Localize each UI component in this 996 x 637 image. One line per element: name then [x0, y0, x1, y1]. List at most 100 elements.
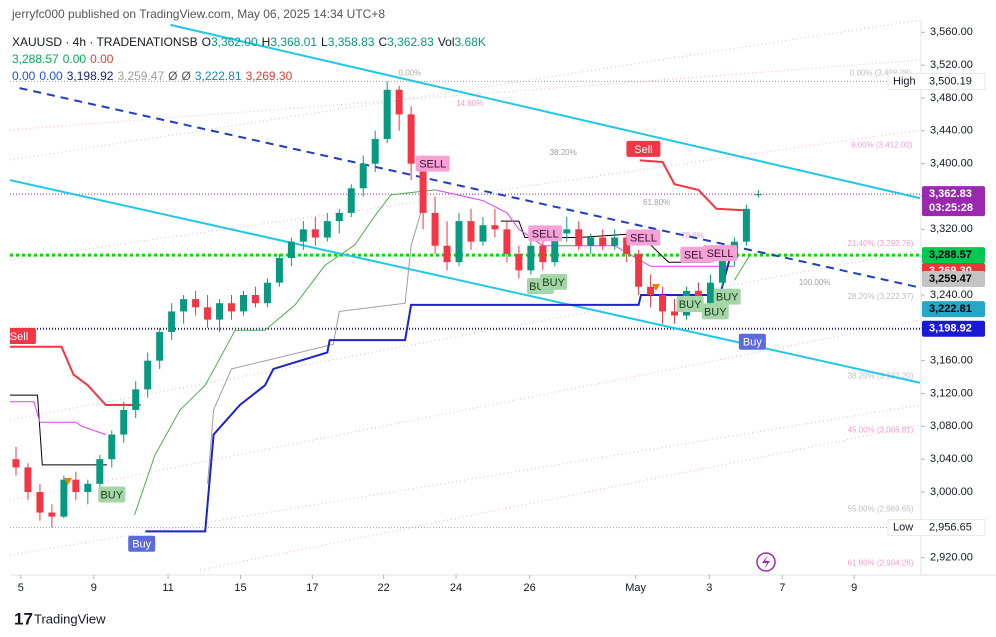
y-tick-label: 3,320.00: [930, 223, 973, 235]
signal-label: SELL: [630, 232, 657, 244]
indicator-line: [10, 179, 920, 384]
candle-body: [96, 459, 104, 484]
signal-badge: [626, 140, 661, 157]
price-badge-label: 3,222.81: [929, 303, 972, 315]
candle-body: [419, 163, 427, 213]
marker: [64, 478, 72, 485]
signal-badge: [540, 273, 568, 290]
logo-mark: 17: [14, 609, 33, 628]
x-tick-label: 9: [91, 582, 97, 594]
candle-body: [299, 229, 307, 242]
candle-body: [742, 208, 750, 242]
candle-body: [24, 467, 32, 493]
candle-body: [383, 89, 391, 140]
y-tick-label: 3,120.00: [930, 387, 973, 399]
extreme-badge: [887, 519, 986, 537]
legend-value: 3,288.57: [12, 52, 59, 66]
legend-value: 0.00: [39, 69, 63, 83]
signal-badge: [128, 535, 156, 552]
signal-badge: [98, 486, 126, 503]
candle-body: [180, 299, 188, 312]
fib-label: 14.60%: [456, 99, 483, 108]
y-tick-label: 3,080.00: [930, 420, 973, 432]
candle-body: [204, 307, 212, 320]
candle-body: [563, 229, 571, 234]
fib-label: 45.00% (3,065.81): [848, 426, 914, 435]
signal-badge: [528, 225, 563, 242]
candle-body: [287, 241, 295, 259]
legend-value: 3,269.30: [245, 69, 293, 83]
x-tick-label: 11: [162, 582, 173, 594]
signal-badge: [703, 245, 738, 262]
candle-body: [335, 212, 343, 222]
candle-body: [132, 389, 140, 410]
legend-value: 0.00: [12, 69, 36, 83]
candle-body: [431, 212, 439, 246]
legend-value: Ø: [168, 69, 178, 83]
candle-body: [671, 311, 679, 316]
price-badge-label: 3,362.83: [929, 188, 972, 200]
x-tick-label: 5: [18, 582, 24, 594]
candle-body: [599, 237, 607, 246]
signal-badge: [415, 155, 450, 172]
candle-body: [443, 245, 451, 263]
indicator-line: [10, 189, 735, 436]
candle-body: [659, 295, 667, 312]
signal-badge: [676, 296, 704, 313]
legend-key: Vol: [437, 35, 455, 49]
candle-body: [407, 114, 415, 164]
countdown: 03:25:28: [929, 202, 973, 214]
signal-label: SELL: [419, 159, 446, 171]
fib-decoration: [10, 20, 920, 571]
y-tick-label: 3,480.00: [930, 92, 973, 104]
legend-key: L: [321, 35, 328, 49]
y-tick-label: 3,040.00: [930, 453, 973, 465]
alert-icon[interactable]: [756, 552, 776, 572]
legend-row: 3,288.57 0.00 0.00: [12, 52, 117, 66]
candle-body: [575, 229, 583, 246]
price-badge: [922, 247, 985, 264]
candle-body: [120, 409, 128, 435]
extreme-name: Low: [893, 522, 913, 534]
x-tick-label: 3: [706, 582, 712, 594]
extreme-label: 3,500.19: [929, 75, 972, 87]
extreme-label: 2,956.65: [929, 522, 972, 534]
candle-body: [84, 483, 92, 493]
legend-value: 0.00: [62, 52, 87, 66]
signal-label: Sell: [634, 144, 652, 156]
signal-badge: [10, 328, 36, 345]
legend-key: C: [378, 35, 388, 49]
signal-label: BUY: [679, 299, 702, 311]
signal-badge: [701, 303, 729, 320]
legend-value: Ø: [181, 69, 191, 83]
legend-value: 3,198.92: [66, 69, 114, 83]
candle-body: [228, 303, 236, 312]
candle-body: [36, 492, 44, 513]
candle-body: [311, 229, 319, 238]
candle-body: [635, 253, 643, 287]
price-badge-label: 3,259.47: [929, 273, 972, 285]
legend-key: O: [201, 35, 211, 49]
y-tick-label: 3,520.00: [930, 59, 973, 71]
candle-body: [623, 237, 631, 254]
candle-body: [48, 512, 56, 517]
indicator-line: [207, 204, 424, 484]
candle-body: [263, 282, 271, 304]
publisher: jerryfc000 published on TradingView.com,…: [12, 7, 385, 21]
price-badge-label: 3,288.57: [929, 249, 972, 261]
fib-label: 21.40% (3,292.76): [848, 239, 914, 248]
candle-body: [706, 282, 714, 304]
price-badge: [922, 271, 985, 288]
x-tick-label: May: [625, 582, 646, 594]
brand: TradingView: [34, 611, 106, 626]
symbol: XAUUSD · 4h · TRADENATIONSB: [12, 35, 198, 49]
fib-label: 61.80%: [643, 198, 670, 207]
candle-body: [156, 331, 164, 361]
x-tick-label: 24: [450, 582, 462, 594]
candle-body: [347, 188, 355, 213]
candle-body: [12, 459, 20, 468]
signal-badge: [626, 229, 661, 246]
indicator-line: [19, 87, 920, 289]
candle-body: [144, 360, 152, 390]
